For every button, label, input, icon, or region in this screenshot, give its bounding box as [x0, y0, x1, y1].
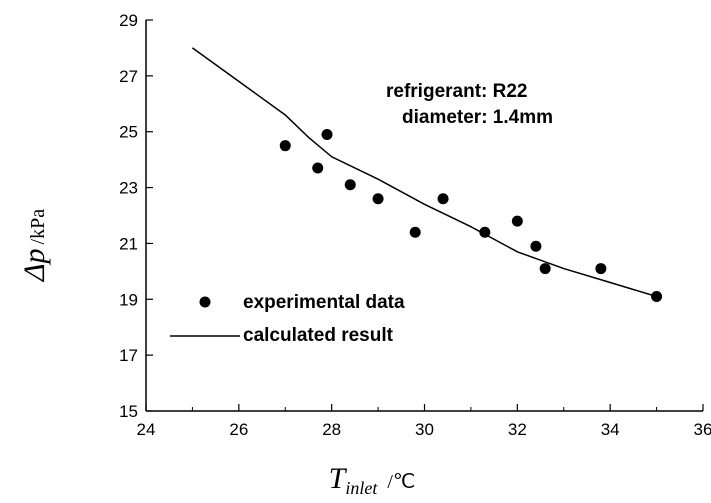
y-tick-label: 29 [119, 11, 138, 30]
data-point-experimental [437, 193, 449, 205]
y-tick-label: 15 [119, 402, 138, 421]
data-point-experimental [321, 129, 333, 141]
x-axis-unit: /℃ [387, 471, 415, 493]
y-tick-label: 17 [119, 346, 138, 365]
x-axis-ticks: 24 26 28 30 32 34 36 [137, 404, 711, 439]
x-tick-label: 26 [229, 420, 248, 439]
data-point-experimental [409, 226, 421, 238]
y-axis-ticks: 15 17 19 21 23 25 27 29 [119, 11, 153, 421]
legend-marker-experimental [199, 296, 211, 308]
svg-text:Tinlet/℃: Tinlet /℃ [329, 462, 416, 498]
series-line-calculated-result [191, 47, 657, 298]
annotation-refrigerant: refrigerant: R22 [386, 81, 528, 102]
x-tick-label: 32 [508, 420, 527, 439]
data-point-experimental [344, 179, 356, 191]
plot-area [191, 47, 663, 302]
x-axis-label: Tinlet /℃ [329, 462, 416, 498]
data-point-experimental [279, 140, 291, 152]
y-tick-label: 23 [119, 179, 138, 198]
data-point-experimental [511, 215, 523, 227]
y-tick-label: 27 [119, 67, 138, 86]
y-tick-label: 25 [119, 123, 138, 142]
legend: experimental data calculated result [170, 292, 405, 346]
y-tick-label: 19 [119, 290, 138, 309]
legend-label-calculated: calculated result [243, 325, 394, 346]
x-tick-label: 28 [322, 420, 341, 439]
data-point-experimental [530, 240, 542, 252]
data-point-experimental [372, 193, 384, 205]
legend-label-experimental: experimental data [243, 292, 405, 313]
axes [145, 20, 703, 412]
x-axis-symbol: T [329, 462, 348, 495]
data-point-experimental [312, 162, 324, 174]
x-tick-label: 30 [415, 420, 434, 439]
y-tick-label: 21 [119, 234, 138, 253]
y-axis-symbol: Δp [18, 248, 51, 282]
annotation-diameter: diameter: 1.4mm [402, 107, 553, 128]
svg-text:Δp/kPa: Δp/kPa [18, 209, 51, 282]
y-axis-unit: /kPa [27, 209, 49, 245]
y-axis-label: Δp/kPa [18, 209, 51, 282]
x-axis-subscript: inlet [345, 478, 378, 498]
data-point-experimental [595, 263, 607, 275]
x-tick-label: 34 [601, 420, 620, 439]
x-tick-label: 36 [694, 420, 711, 439]
x-tick-label: 24 [137, 420, 156, 439]
data-point-experimental [539, 263, 551, 275]
